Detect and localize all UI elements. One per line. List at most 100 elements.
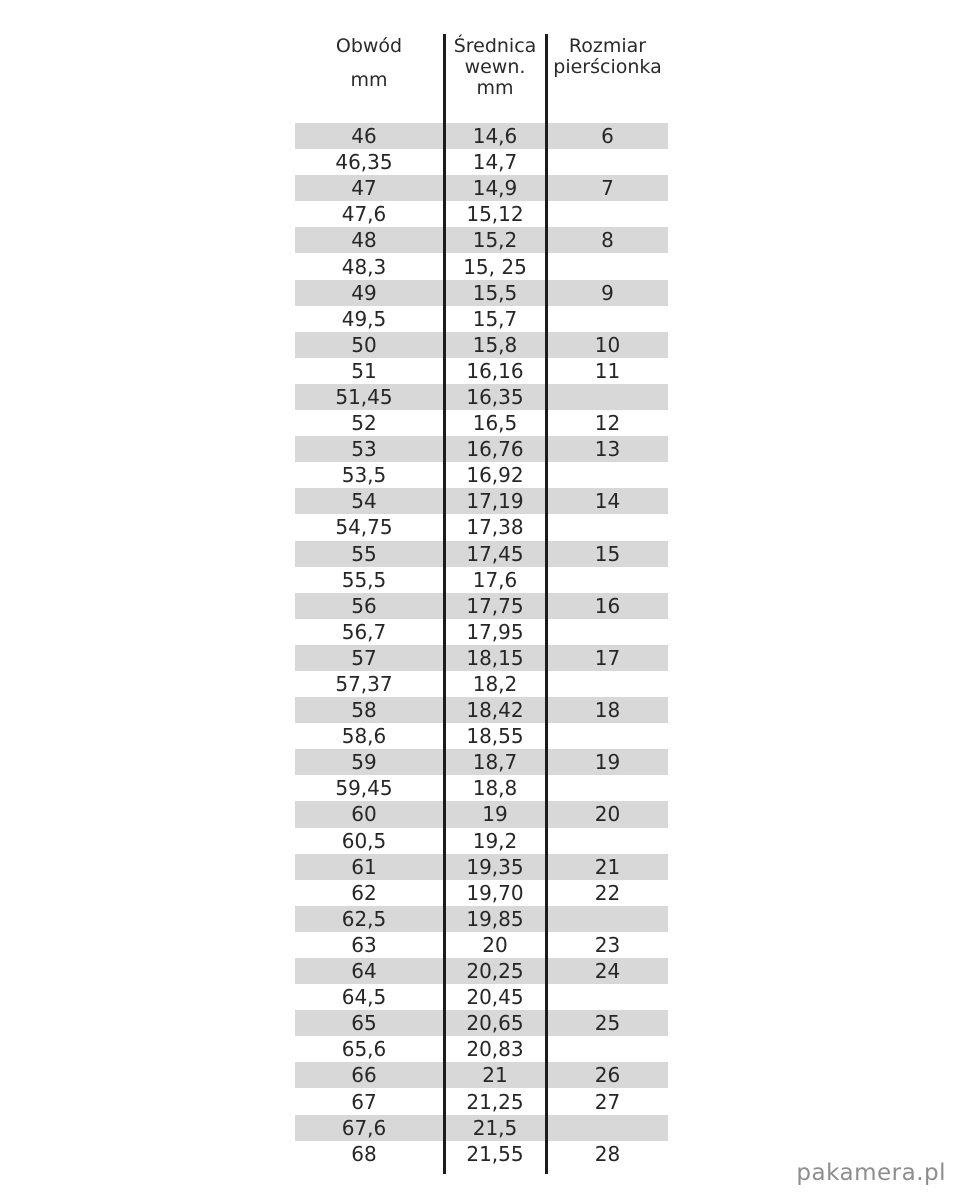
cell-inner-diameter: 17,45 — [466, 541, 524, 566]
table-row: 60 19 20 — [295, 801, 668, 828]
cell-inner-diameter: 19,70 — [466, 880, 524, 905]
cell-ring-size: 28 — [594, 1141, 621, 1166]
cell-inner-diameter: 17,95 — [466, 619, 524, 644]
cell-inner-diameter: 18,2 — [472, 672, 518, 697]
table-row: 47,6 15,12 — [295, 201, 668, 227]
table-row: 59,45 18,8 — [295, 775, 668, 801]
cell-ring-size: 12 — [594, 411, 621, 436]
cell-inner-diameter: 14,9 — [472, 176, 518, 201]
cell-circumference: 62 — [351, 880, 377, 905]
table-row: 67 21,25 27 — [295, 1088, 668, 1114]
cell-ring-size: 19 — [594, 750, 621, 775]
cell-circumference: 67 — [351, 1089, 377, 1114]
table-row: 53,5 16,92 — [295, 462, 668, 488]
table-row: 55,5 17,6 — [295, 567, 668, 593]
cell-circumference: 57,37 — [335, 672, 393, 697]
cell-circumference: 47 — [351, 176, 377, 201]
cell-circumference: 49 — [351, 280, 377, 305]
column-divider-left — [443, 34, 446, 1174]
table-row: 50 15,8 10 — [295, 331, 668, 358]
cell-circumference: 48 — [351, 228, 377, 253]
cell-inner-diameter: 15,8 — [472, 332, 518, 357]
table-row: 61 19,35 21 — [295, 853, 668, 880]
cell-ring-size: 24 — [594, 959, 621, 984]
cell-circumference: 59,45 — [335, 776, 393, 801]
cell-ring-size: 16 — [594, 593, 621, 618]
cell-inner-diameter: 19,35 — [466, 854, 524, 879]
table-row: 46 14,6 6 — [295, 123, 668, 150]
cell-inner-diameter: 15,12 — [466, 202, 524, 227]
cell-inner-diameter: 20,83 — [466, 1037, 524, 1062]
cell-inner-diameter: 19,2 — [472, 828, 518, 853]
table-row: 53 16,76 13 — [295, 436, 668, 463]
cell-circumference: 47,6 — [341, 202, 387, 227]
cell-inner-diameter: 21,5 — [472, 1115, 518, 1140]
cell-inner-diameter: 14,6 — [472, 124, 518, 149]
table-row: 46,35 14,7 — [295, 149, 668, 175]
cell-ring-size: 14 — [594, 489, 621, 514]
cell-inner-diameter: 18,7 — [472, 750, 518, 775]
cell-circumference: 60,5 — [341, 828, 387, 853]
cell-circumference: 51,45 — [335, 384, 393, 409]
cell-inner-diameter: 16,16 — [466, 358, 524, 383]
cell-ring-size: 9 — [601, 280, 614, 305]
cell-circumference: 54 — [351, 489, 377, 514]
cell-ring-size: 10 — [594, 332, 621, 357]
table-row: 65,6 20,83 — [295, 1036, 668, 1062]
cell-inner-diameter: 21,55 — [466, 1141, 524, 1166]
table-row: 49 15,5 9 — [295, 279, 668, 306]
column-header-circumference-unit: mm — [350, 69, 388, 91]
table-row: 49,5 15,7 — [295, 306, 668, 332]
cell-circumference: 66 — [351, 1063, 377, 1088]
table-header: Obwód mm Średnica wewn. mm Rozmiar pierś… — [295, 36, 668, 123]
cell-circumference: 64,5 — [341, 985, 387, 1010]
table-row: 56,7 17,95 — [295, 619, 668, 645]
cell-circumference: 46,35 — [335, 150, 393, 175]
cell-ring-size: 26 — [594, 1063, 621, 1088]
table-row: 62,5 19,85 — [295, 905, 668, 932]
cell-ring-size: 20 — [594, 802, 621, 827]
cell-circumference: 63 — [351, 932, 377, 957]
cell-ring-size: 27 — [594, 1089, 621, 1114]
cell-circumference: 62,5 — [341, 906, 387, 931]
table-row: 51 16,16 11 — [295, 358, 668, 384]
cell-circumference: 51 — [351, 358, 377, 383]
cell-circumference: 58,6 — [341, 724, 387, 749]
cell-ring-size: 8 — [601, 228, 614, 253]
cell-inner-diameter: 15,7 — [472, 306, 518, 331]
cell-ring-size: 23 — [594, 932, 621, 957]
cell-inner-diameter: 20,45 — [466, 985, 524, 1010]
cell-circumference: 54,75 — [335, 515, 393, 540]
table-row: 51,45 16,35 — [295, 383, 668, 411]
table-row: 58,6 18,55 — [295, 723, 668, 749]
cell-inner-diameter: 16,35 — [466, 384, 524, 409]
cell-ring-size: 13 — [594, 437, 621, 462]
watermark-pakamera: pakamera.pl — [796, 1160, 946, 1186]
column-header-ring-size-title: Rozmiar — [568, 35, 647, 57]
cell-inner-diameter: 18,55 — [466, 724, 524, 749]
cell-inner-diameter: 17,19 — [466, 489, 524, 514]
cell-inner-diameter: 14,7 — [472, 150, 518, 175]
cell-ring-size: 25 — [594, 1011, 621, 1036]
table-row: 47 14,9 7 — [295, 175, 668, 202]
cell-inner-diameter: 15,5 — [472, 280, 518, 305]
column-header-inner-diameter: Średnica wewn. mm — [443, 36, 547, 123]
cell-inner-diameter: 18,8 — [472, 776, 518, 801]
cell-ring-size: 17 — [594, 645, 621, 670]
cell-circumference: 48,3 — [341, 254, 387, 279]
table-row: 64 20,25 24 — [295, 958, 668, 985]
cell-ring-size: 18 — [594, 698, 621, 723]
cell-circumference: 65 — [351, 1011, 377, 1036]
column-header-inner-diameter-subtitle: wewn. — [464, 56, 526, 78]
cell-circumference: 59 — [351, 750, 377, 775]
cell-ring-size: 15 — [594, 541, 621, 566]
cell-inner-diameter: 20 — [482, 932, 508, 957]
cell-circumference: 61 — [351, 854, 377, 879]
cell-circumference: 65,6 — [341, 1037, 387, 1062]
cell-circumference: 58 — [351, 698, 377, 723]
cell-circumference: 46 — [351, 124, 377, 149]
column-header-circumference: Obwód mm — [295, 36, 443, 123]
table-row: 60,5 19,2 — [295, 828, 668, 854]
table-row: 54,75 17,38 — [295, 514, 668, 540]
table-row: 55 17,45 15 — [295, 540, 668, 567]
